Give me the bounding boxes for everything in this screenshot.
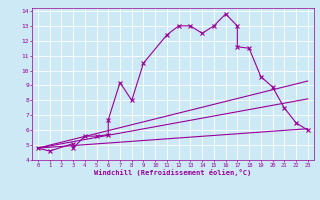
X-axis label: Windchill (Refroidissement éolien,°C): Windchill (Refroidissement éolien,°C) [94, 169, 252, 176]
